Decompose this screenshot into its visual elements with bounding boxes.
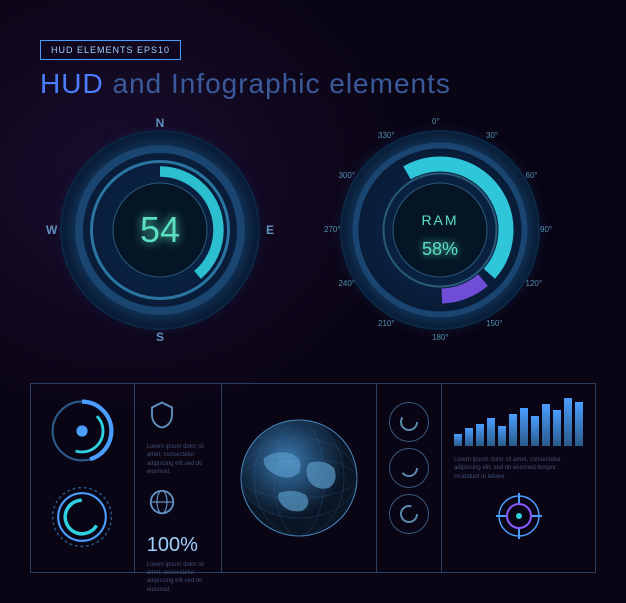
dial-left: 54 N E S W	[50, 120, 270, 340]
bottom-panel: Lorem ipsum dolor sit amet, consectetur …	[30, 383, 596, 573]
degree-label: 60°	[526, 171, 538, 180]
header-bar: HUD ELEMENTS EPS10	[40, 40, 181, 60]
globe	[234, 413, 364, 543]
compass-w: W	[46, 223, 57, 237]
bar	[476, 424, 484, 446]
bar	[553, 410, 561, 446]
dial-right: RAM 58% 0°30°60°90°120°150°180°210°240°2…	[330, 120, 550, 340]
degree-label: 150°	[486, 319, 503, 328]
title-part2: and Infographic elements	[112, 68, 450, 99]
mini-circle-3	[389, 494, 429, 534]
panel-col-circles	[377, 384, 442, 572]
compass-s: S	[156, 330, 164, 344]
degree-label: 210°	[378, 319, 395, 328]
col5-lorem: Lorem ipsum dolor sit amet, consectetur …	[454, 456, 583, 481]
bar	[520, 408, 528, 446]
mini-circle-1	[389, 402, 429, 442]
col2-lorem-2: Lorem ipsum dolor sit amet, consectetur …	[147, 561, 209, 595]
bar	[487, 418, 495, 446]
panel-col-chart: Lorem ipsum dolor sit amet, consectetur …	[442, 384, 595, 572]
bar	[498, 426, 506, 446]
panel-col-info: Lorem ipsum dolor sit amet, consectetur …	[135, 384, 222, 572]
dial-right-percent: 58%	[422, 239, 458, 260]
dial-left-value: 54	[140, 209, 180, 251]
col2-lorem-1: Lorem ipsum dolor sit amet, consectetur …	[147, 443, 209, 477]
bar	[509, 414, 517, 446]
header-badge: HUD ELEMENTS EPS10	[40, 40, 181, 60]
degree-label: 180°	[432, 333, 449, 342]
degree-label: 30°	[486, 131, 498, 140]
panel-col-globe	[222, 384, 377, 572]
degree-label: 300°	[338, 171, 355, 180]
compass-e: E	[266, 223, 274, 237]
bar-chart	[454, 396, 583, 446]
bar	[531, 416, 539, 446]
mini-circle-2	[389, 448, 429, 488]
bar	[465, 428, 473, 446]
degree-label: 120°	[526, 279, 543, 288]
degree-label: 0°	[432, 117, 440, 126]
degree-label: 90°	[540, 225, 552, 234]
compass-n: N	[156, 116, 165, 130]
globe-icon	[147, 487, 177, 517]
bar	[575, 402, 583, 446]
bar	[454, 434, 462, 446]
panel-col-rings	[31, 384, 135, 572]
degree-label: 270°	[324, 225, 341, 234]
degree-label: 330°	[378, 131, 395, 140]
shield-icon	[147, 400, 177, 430]
title-part1: HUD	[40, 68, 104, 99]
crosshair-icon	[494, 491, 544, 541]
percent-100: 100%	[147, 534, 209, 557]
main-title: HUD and Infographic elements	[40, 68, 451, 100]
bar	[542, 404, 550, 446]
small-ring-1	[47, 396, 117, 466]
degree-label: 240°	[338, 279, 355, 288]
small-ring-2	[47, 482, 117, 552]
dial-right-label: RAM	[421, 212, 458, 228]
bar	[564, 398, 572, 446]
